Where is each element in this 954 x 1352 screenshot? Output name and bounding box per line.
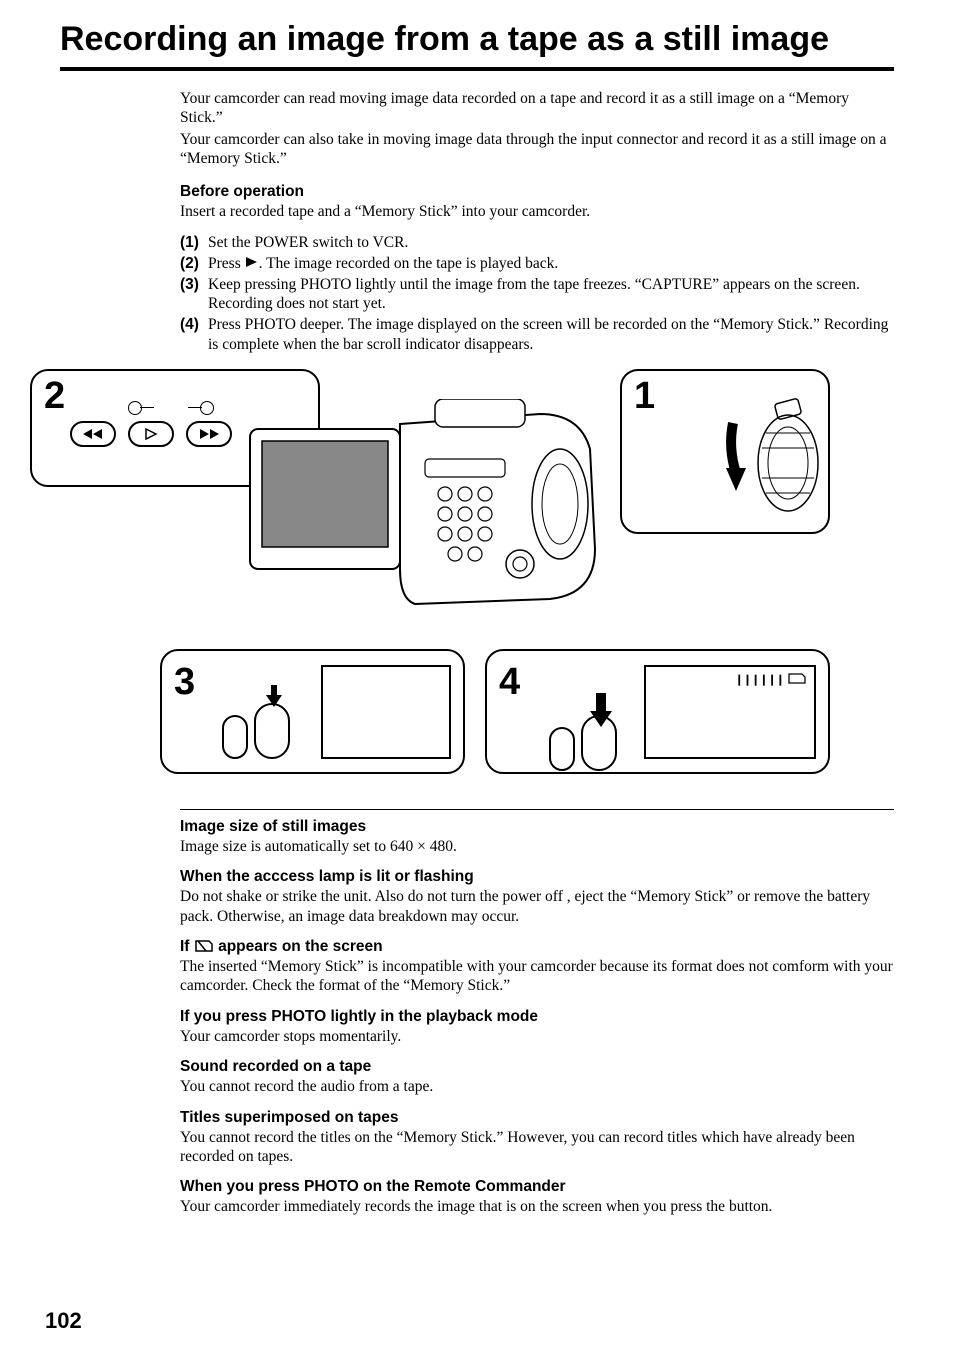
note-text-image-size: Image size is automatically set to 640 ×… (180, 837, 894, 856)
lcd-screen-recording: ❙❙❙❙❙❙ (644, 665, 816, 759)
note-text-icon-appears: The inserted “Memory Stick” is incompati… (180, 957, 894, 996)
lcd-screen-blank (321, 665, 451, 759)
step-2-text: Press . The image recorded on the tape i… (208, 254, 894, 274)
step-1-number: (1) (180, 233, 208, 253)
bar-segments: ❙❙❙❙❙❙ (735, 674, 784, 686)
connector-line (140, 407, 154, 408)
photo-button-light-press-icon (222, 703, 290, 759)
press-arrow-icon (262, 685, 286, 707)
knob-icon (128, 401, 142, 415)
page-title: Recording an image from a tape as a stil… (60, 20, 894, 59)
rewind-button-icon (70, 421, 116, 447)
figure-panel-2-number: 2 (44, 375, 65, 418)
figure-panel-4: 4 ❙❙❙❙❙❙ (485, 649, 830, 774)
step-1: (1) Set the POWER switch to VCR. (180, 233, 894, 253)
section-rule (180, 809, 894, 810)
figure-panel-4-number: 4 (499, 661, 520, 704)
step-1-text: Set the POWER switch to VCR. (208, 233, 894, 253)
button-outline-large-icon (254, 703, 290, 759)
figure-panel-3-number: 3 (174, 661, 195, 704)
fast-forward-button-icon (186, 421, 232, 447)
power-switch-icon (718, 393, 808, 513)
title-rule (60, 67, 894, 71)
before-operation-text: Insert a recorded tape and a “Memory Sti… (180, 202, 894, 221)
press-arrow-deep-icon (587, 693, 615, 727)
step-2-text-a: Press (208, 255, 245, 272)
figure-panel-1: 1 (620, 369, 830, 534)
play-button-icon (128, 421, 174, 447)
note-h3-prefix: If (180, 938, 194, 955)
step-2: (2) Press . The image recorded on the ta… (180, 254, 894, 274)
memory-stick-icon (194, 939, 214, 953)
note-heading-remote: When you press PHOTO on the Remote Comma… (180, 1178, 894, 1196)
note-heading-access-lamp: When the acccess lamp is lit or flashing (180, 868, 894, 886)
step-3: (3) Keep pressing PHOTO lightly until th… (180, 275, 894, 315)
note-heading-sound: Sound recorded on a tape (180, 1058, 894, 1076)
button-outline-icon (222, 715, 248, 759)
knob-icon (200, 401, 214, 415)
button-outline-icon (549, 727, 575, 771)
note-heading-titles: Titles superimposed on tapes (180, 1109, 894, 1127)
step-4-number: (4) (180, 315, 208, 355)
intro-paragraph-1: Your camcorder can read moving image dat… (180, 89, 894, 128)
note-heading-image-size: Image size of still images (180, 818, 894, 836)
step-4-text: Press PHOTO deeper. The image displayed … (208, 315, 894, 355)
note-text-sound: You cannot record the audio from a tape. (180, 1077, 894, 1096)
step-2-text-b: . The image recorded on the tape is play… (259, 255, 559, 272)
scroll-bar-indicator-icon: ❙❙❙❙❙❙ (735, 673, 806, 686)
figure-panel-3: 3 (160, 649, 465, 774)
note-h3-suffix: appears on the screen (214, 938, 383, 955)
vcr-controls (70, 421, 232, 447)
step-3-text: Keep pressing PHOTO lightly until the im… (208, 275, 894, 315)
play-icon (245, 256, 259, 268)
note-heading-icon-appears: If appears on the screen (180, 938, 894, 956)
step-3-number: (3) (180, 275, 208, 315)
steps-list: (1) Set the POWER switch to VCR. (2) Pre… (180, 233, 894, 355)
note-text-titles: You cannot record the titles on the “Mem… (180, 1128, 894, 1167)
figure-panel-1-number: 1 (634, 375, 655, 418)
step-4: (4) Press PHOTO deeper. The image displa… (180, 315, 894, 355)
page-number: 102 (45, 1308, 82, 1334)
note-text-access-lamp: Do not shake or strike the unit. Also do… (180, 887, 894, 926)
intro-paragraph-2: Your camcorder can also take in moving i… (180, 130, 894, 169)
instruction-figure: 2 1 (30, 369, 830, 789)
before-operation-heading: Before operation (180, 183, 894, 201)
note-text-remote: Your camcorder immediately records the i… (180, 1197, 894, 1216)
memory-stick-small-icon (788, 673, 806, 684)
note-heading-photo-lightly: If you press PHOTO lightly in the playba… (180, 1008, 894, 1026)
camcorder-illustration (240, 399, 610, 629)
step-2-number: (2) (180, 254, 208, 274)
note-text-photo-lightly: Your camcorder stops momentarily. (180, 1027, 894, 1046)
photo-button-deep-press-icon (549, 703, 617, 771)
